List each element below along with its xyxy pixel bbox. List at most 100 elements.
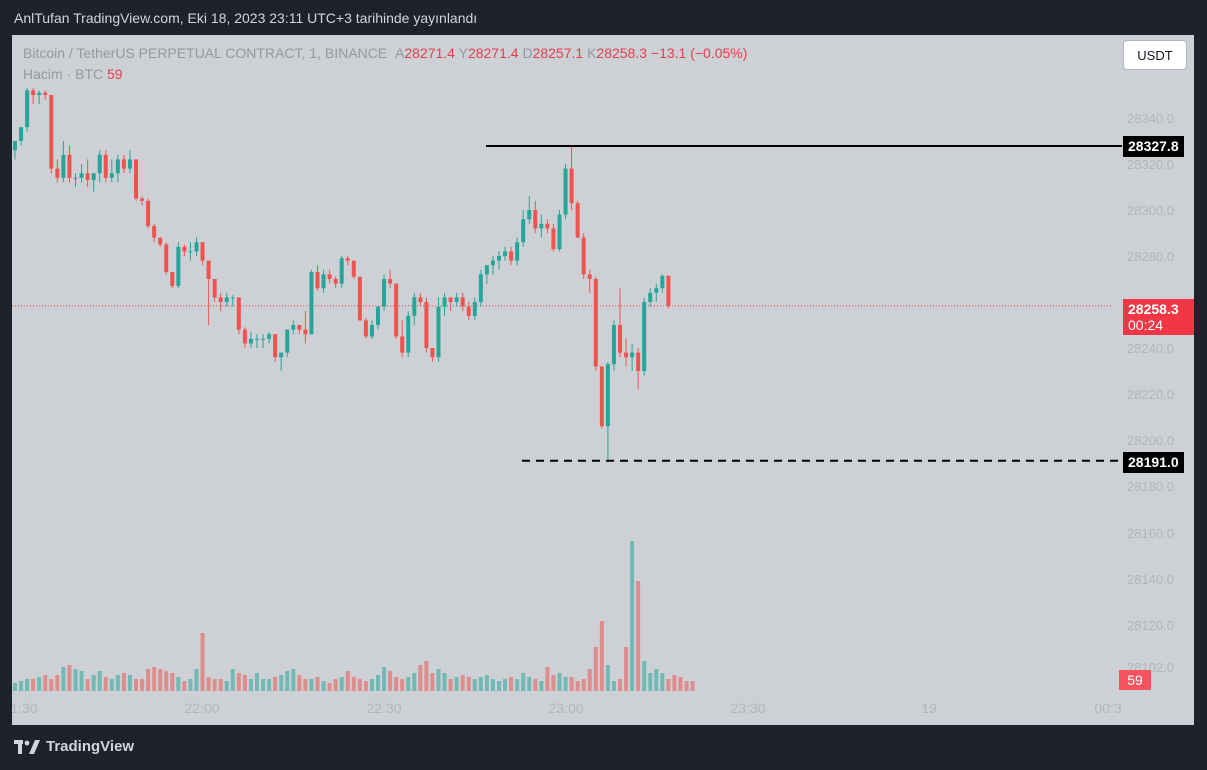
last-price-label[interactable]: 28258.3 00:24 [1123,299,1194,335]
candle-body [297,325,302,330]
volume-bar [115,675,120,691]
volume-label: Hacim · BTC [23,66,104,82]
volume-bar [551,675,556,691]
price-tick: 28140.0 [1127,572,1174,587]
volume-bar [267,679,272,691]
volume-bar [248,679,253,691]
bar-countdown: 00:24 [1128,317,1164,333]
candle-body [285,329,290,353]
volume-bar [563,677,568,691]
candle-body [19,127,24,141]
tradingview-logo-icon [14,739,40,754]
volume-bar [587,669,592,691]
candle-body [418,297,423,302]
low-label: D [522,45,533,61]
volume-bar [297,675,302,691]
volume-bar [515,679,520,691]
time-tick: 22:00 [184,700,220,716]
high-value: 28271.4 [467,45,519,61]
volume-bar [224,681,229,691]
volume-bar [527,677,532,691]
last-price-value: 28258.3 [1128,301,1179,317]
volume-bar [654,669,659,691]
candle-body [448,297,453,302]
volume-bar [545,667,550,691]
volume-bar [321,681,326,691]
candle-body [188,251,193,253]
volume-bar [261,679,266,691]
candle-body [37,92,42,95]
candle-body [430,348,435,358]
candle-body [557,214,562,250]
candle-body [351,260,356,277]
price-tick: 28300.0 [1127,203,1174,218]
tradingview-logo[interactable]: TradingView [14,738,134,755]
volume-legend[interactable]: Hacim · BTC 59 [23,66,123,82]
volume-bar [212,679,217,691]
price-tick: 28180.0 [1127,479,1174,494]
volume-bar [230,669,235,691]
volume-bar [357,679,362,691]
candle-body [321,274,326,289]
candle-body [575,203,580,238]
candle-body [61,154,66,178]
volume-bar [43,675,48,691]
candle-body [618,325,622,353]
candle-body [327,274,332,279]
candle-body [533,210,538,229]
candle-body [43,92,48,95]
volume-bar [424,661,429,691]
candle-body [376,306,380,325]
time-tick: 19 [921,700,937,716]
volume-bar [660,673,665,691]
candle-body [624,352,629,358]
volume-bar [509,677,514,691]
currency-button[interactable]: USDT [1123,40,1187,70]
price-chart[interactable] [12,35,1194,725]
volume-bar [472,679,477,691]
volume-bar [503,679,508,691]
volume-bar [497,681,501,691]
candle-body [97,154,102,174]
volume-bar [684,681,689,691]
candle-body [382,279,387,307]
volume-value: 59 [107,66,123,82]
price-tick: 28320.0 [1127,157,1174,172]
resistance-price-label[interactable]: 28327.8 [1123,136,1184,157]
candle-body [515,242,520,261]
candle-body [31,90,36,95]
candle-body [521,219,526,243]
candle-body [587,274,592,279]
volume-bar [388,671,393,691]
candle-body [551,228,556,250]
candle-body [255,338,259,340]
candle-body [13,141,17,151]
volume-bar [13,683,17,691]
candle-body [436,306,441,358]
candle-body [611,325,616,365]
chart-pane[interactable]: Bitcoin / TetherUS PERPETUAL CONTRACT, 1… [12,35,1194,725]
low-value: 28257.1 [532,45,584,61]
volume-bar [121,673,126,691]
candle-body [115,159,120,174]
volume-bar [648,673,653,691]
support-price-label[interactable]: 28191.0 [1123,452,1184,473]
volume-bar [19,681,24,691]
volume-bar [91,675,96,691]
candle-body [412,297,417,316]
candle-body [648,292,653,302]
candle-body [454,297,459,302]
volume-bar [394,677,399,691]
volume-bar [436,669,441,691]
candle-body [224,297,229,302]
volume-bar [49,679,54,691]
volume-bar [103,677,108,691]
volume-bar [478,677,483,691]
volume-bar [533,679,538,691]
symbol-title[interactable]: Bitcoin / TetherUS PERPETUAL CONTRACT, 1… [23,45,388,61]
volume-bar [170,673,175,691]
volume-bar [309,679,314,691]
price-tick: 28340.0 [1127,111,1174,126]
candle-body [394,283,399,337]
candle-body [25,90,30,128]
